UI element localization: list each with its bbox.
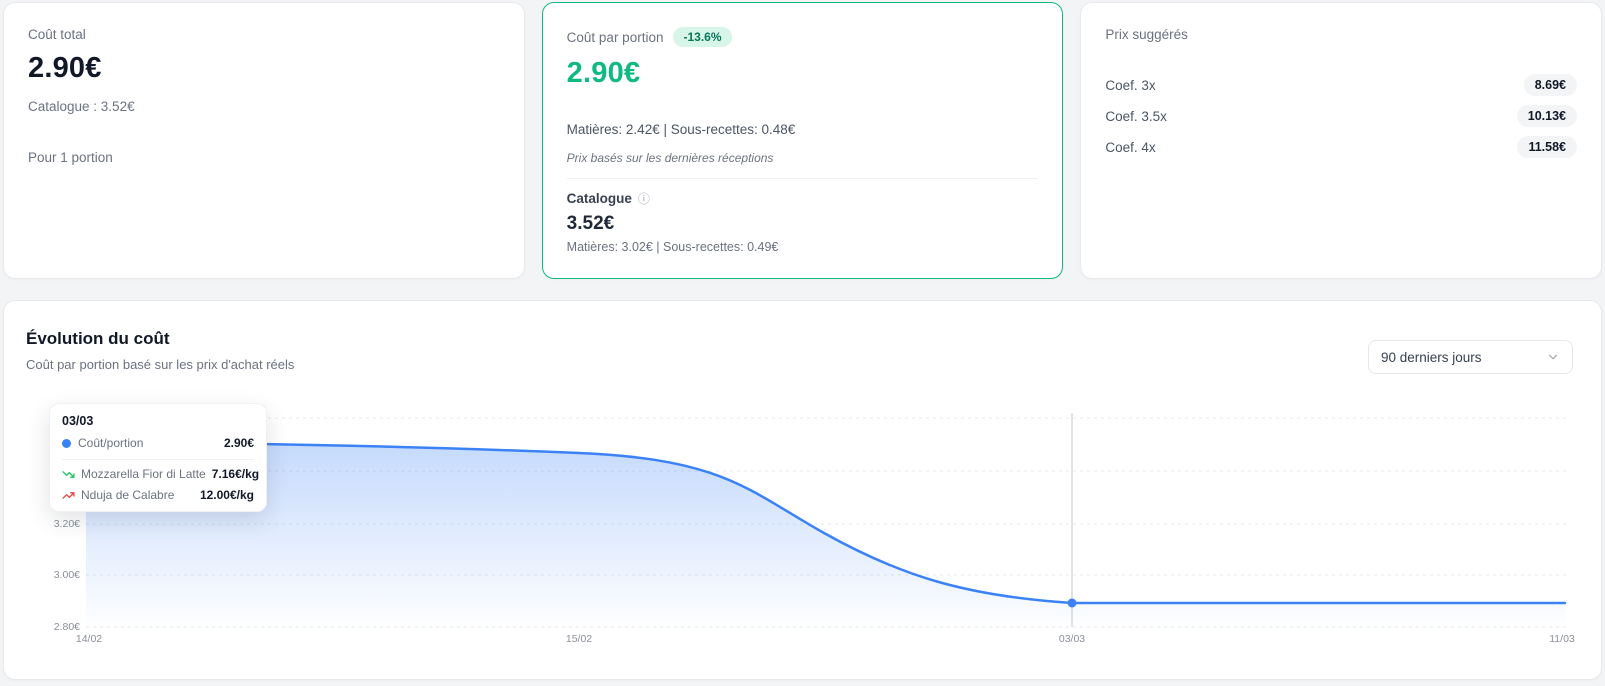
y-axis-labels: 3.20€ 3.00€ 2.80€ (54, 518, 80, 633)
catalogue-value: 3.52€ (566, 213, 615, 234)
ingredient-row: Nduja de Calabre 12.00€/kg (62, 488, 254, 502)
divider (566, 178, 1039, 179)
card-title: Coût par portion (566, 29, 664, 45)
chart-title: Évolution du coût (26, 329, 170, 348)
card-cout-par-portion: Coût par portion -13.6% 2.90€ Matières: … (541, 2, 1064, 279)
coef-label: Coef. 3.5x (1105, 108, 1167, 124)
summary-cards: Coût total 2.90€ Catalogue : 3.52€ Pour … (3, 2, 1602, 279)
coef-row: Coef. 3x 8.69€ (1105, 74, 1577, 96)
coef-price-badge: 10.13€ (1516, 105, 1577, 127)
x-axis-labels: 14/02 15/02 03/03 11/03 (76, 633, 1575, 645)
ingredient-price: 12.00€/kg (199, 488, 254, 502)
coef-price-badge: 11.58€ (1517, 136, 1577, 158)
tooltip-date: 03/03 (62, 414, 94, 428)
info-icon[interactable]: ⓘ (637, 191, 650, 206)
ingredient-price: 7.16€/kg (211, 467, 260, 481)
total-cost-value: 2.90€ (28, 52, 102, 84)
chart-tooltip: 03/03 Coût/portion 2.90€ Mozzarella Fior… (49, 403, 267, 512)
y-tick: 3.20€ (54, 518, 80, 530)
y-tick: 2.80€ (54, 621, 80, 633)
date-range-value: 90 derniers jours (1381, 349, 1482, 365)
x-tick: 14/02 (76, 633, 102, 645)
card-prix-suggeres: Prix suggérés Coef. 3x 8.69€ Coef. 3.5x … (1080, 2, 1602, 279)
cost-breakdown: Matières: 2.42€ | Sous-recettes: 0.48€ (566, 122, 796, 137)
card-title: Coût total (28, 27, 86, 42)
coef-label: Coef. 3x (1105, 77, 1156, 93)
cost-evolution-card: Évolution du coût Coût par portion basé … (3, 300, 1602, 680)
series-label: Coût/portion (78, 436, 144, 450)
ingredient-name: Nduja de Calabre (81, 488, 175, 502)
x-tick: 03/03 (1059, 633, 1085, 645)
price-basis-note: Prix basés sur les dernières réceptions (566, 151, 774, 165)
series-dot-icon (62, 438, 71, 448)
x-tick: 15/02 (566, 633, 592, 645)
variation-badge: -13.6% (673, 27, 732, 47)
divider (62, 459, 254, 460)
card-cout-total: Coût total 2.90€ Catalogue : 3.52€ Pour … (3, 2, 525, 279)
ingredient-row: Mozzarella Fior di Latte 7.16€/kg (62, 467, 259, 481)
active-data-point[interactable] (1067, 598, 1077, 608)
coef-row: Coef. 3.5x 10.13€ (1105, 105, 1577, 127)
portion-count: Pour 1 portion (28, 150, 113, 165)
cost-area (86, 442, 1565, 631)
y-tick: 3.00€ (54, 569, 80, 581)
trending-down-icon (62, 468, 75, 481)
coef-price-badge: 8.69€ (1523, 74, 1577, 96)
cost-evolution-chart[interactable]: 3.20€ 3.00€ 2.80€ 14/02 15/02 03/03 11/0… (4, 301, 1603, 679)
trending-up-icon (62, 489, 75, 502)
catalogue-reference: Catalogue : 3.52€ (28, 99, 135, 114)
catalogue-breakdown: Matières: 3.02€ | Sous-recettes: 0.49€ (566, 240, 779, 254)
chevron-down-icon (1546, 350, 1560, 364)
card-title: Prix suggérés (1105, 27, 1188, 42)
coef-label: Coef. 4x (1105, 139, 1156, 155)
cost-line (84, 440, 1567, 605)
series-value: 2.90€ (223, 436, 254, 450)
portion-cost-value: 2.90€ (566, 57, 641, 89)
chart-subtitle: Coût par portion basé sur les prix d'ach… (26, 357, 295, 372)
catalogue-label: Catalogue (566, 191, 632, 206)
ingredient-name: Mozzarella Fior di Latte (81, 467, 206, 481)
x-tick: 11/03 (1549, 633, 1575, 645)
date-range-select[interactable]: 90 derniers jours (1368, 340, 1573, 374)
coef-row: Coef. 4x 11.58€ (1105, 136, 1577, 158)
